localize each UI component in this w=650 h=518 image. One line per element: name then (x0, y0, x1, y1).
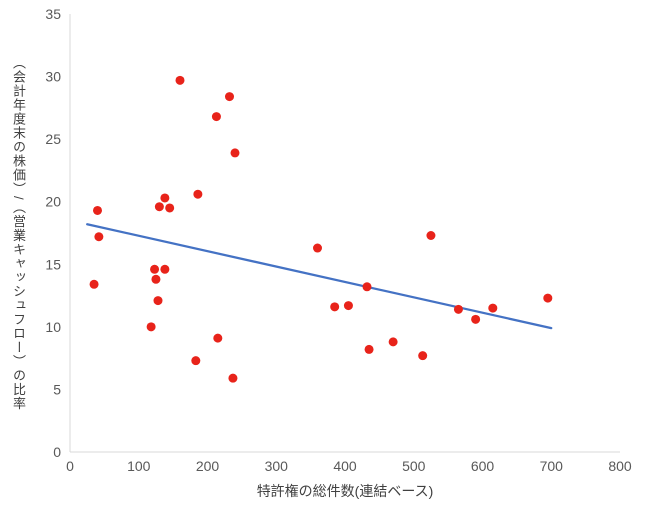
data-point (153, 296, 163, 306)
data-point (488, 303, 498, 313)
data-point (426, 231, 436, 241)
x-tick-label: 0 (66, 458, 74, 474)
data-point (471, 314, 481, 324)
data-point (364, 344, 374, 354)
y-tick-label: 20 (45, 194, 61, 210)
data-point (146, 322, 156, 332)
x-tick-label: 700 (540, 458, 564, 474)
data-point (213, 333, 223, 343)
data-point (160, 264, 170, 274)
data-point (543, 293, 553, 303)
x-tick-label: 100 (127, 458, 151, 474)
y-axis-title: （会計年度末の株価）/（営業キャッシュフロー）の比率 (11, 55, 26, 411)
x-tick-label: 500 (402, 458, 426, 474)
y-tick-label: 5 (53, 381, 61, 397)
x-tick-label: 600 (471, 458, 495, 474)
data-point (193, 189, 203, 199)
data-point (362, 282, 372, 292)
data-point (313, 243, 322, 253)
data-point (160, 193, 170, 203)
data-point (225, 92, 234, 102)
data-point (151, 274, 161, 284)
y-tick-label: 25 (45, 131, 61, 147)
data-point (175, 75, 185, 85)
x-axis-title: 特許権の総件数(連結ベース) (256, 483, 434, 499)
data-point (418, 351, 428, 361)
data-point (154, 202, 164, 212)
x-tick-label: 800 (608, 458, 632, 474)
data-point (165, 203, 175, 213)
x-tick-label: 300 (265, 458, 289, 474)
y-tick-label: 10 (45, 319, 61, 335)
y-tick-label: 0 (53, 444, 61, 460)
trend-line (86, 223, 553, 330)
x-tick-label: 400 (333, 458, 357, 474)
data-point (330, 302, 340, 312)
y-tick-label: 15 (45, 256, 61, 272)
data-point (230, 148, 240, 158)
data-point (89, 279, 99, 289)
data-point (94, 232, 104, 242)
data-point (191, 356, 201, 366)
y-tick-label: 35 (45, 6, 61, 22)
x-tick-label: 200 (196, 458, 220, 474)
data-point (388, 337, 398, 347)
y-tick-label: 30 (45, 69, 61, 85)
data-point (211, 112, 221, 122)
data-point (453, 304, 463, 314)
data-point (228, 373, 238, 383)
data-point (93, 205, 102, 215)
data-point (150, 264, 160, 274)
data-point (343, 301, 353, 311)
